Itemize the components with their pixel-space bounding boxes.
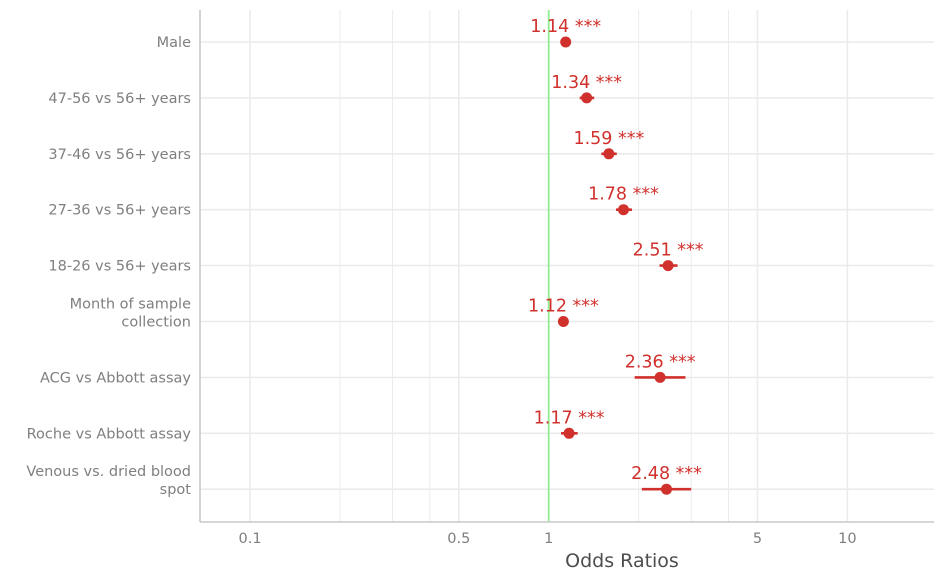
- estimate-label: 2.48 ***: [631, 464, 702, 484]
- x-tick-label: 0.5: [447, 531, 470, 547]
- estimate-point: [603, 148, 615, 160]
- estimate-row: 1.78 ***: [588, 185, 659, 216]
- estimate-point: [617, 204, 629, 216]
- estimate-row: 1.34 ***: [551, 73, 622, 104]
- estimate-label: 1.78 ***: [588, 185, 659, 205]
- row-label: spot: [160, 482, 192, 498]
- row-label: Venous vs. dried blood: [26, 464, 191, 480]
- estimate-point: [560, 36, 572, 48]
- estimate-label: 1.34 ***: [551, 73, 622, 93]
- estimate-label: 2.51 ***: [633, 241, 704, 261]
- estimate-row: 1.17 ***: [534, 408, 605, 439]
- estimate-row: 1.59 ***: [573, 129, 644, 160]
- estimate-row: 1.14 ***: [530, 17, 601, 48]
- estimate-row: 1.12 ***: [528, 297, 599, 327]
- row-label: Month of sample: [70, 297, 191, 313]
- estimate-row: 2.36 ***: [625, 352, 696, 383]
- row-label: 27-36 vs 56+ years: [48, 203, 191, 219]
- x-tick-label: 1: [544, 531, 553, 547]
- row-label: collection: [121, 315, 191, 331]
- x-tick-label: 0.1: [238, 531, 261, 547]
- estimate-point: [661, 483, 673, 495]
- row-label: 37-46 vs 56+ years: [48, 147, 191, 163]
- estimate-point: [557, 316, 569, 327]
- estimate-point: [662, 260, 674, 272]
- estimates-layer: 1.14 *** 1.34 *** 1.59 *** 1.78 *** 2.51 ***…: [528, 17, 704, 495]
- estimate-row: 2.48 ***: [631, 464, 702, 495]
- x-tick-label: 10: [838, 531, 856, 547]
- estimate-label: 1.12 ***: [528, 297, 599, 317]
- row-label: Roche vs Abbott assay: [27, 426, 192, 442]
- estimate-label: 2.36 ***: [625, 352, 696, 372]
- estimate-point: [563, 427, 575, 439]
- estimate-label: 1.59 ***: [573, 129, 644, 149]
- y-axis-labels: Male 47-56 vs 56+ years 37-46 vs 56+ years…: [26, 35, 191, 498]
- row-label: 18-26 vs 56+ years: [48, 259, 191, 275]
- estimate-point: [654, 371, 666, 383]
- x-tick-label: 5: [753, 531, 762, 547]
- estimate-row: 2.51 ***: [633, 241, 704, 272]
- row-label: 47-56 vs 56+ years: [48, 91, 191, 107]
- estimate-label: 1.17 ***: [534, 408, 605, 428]
- row-label: ACG vs Abbott assay: [40, 370, 191, 386]
- estimate-label: 1.14 ***: [530, 17, 601, 37]
- row-label: Male: [157, 35, 191, 51]
- estimate-point: [581, 92, 593, 104]
- x-axis-title: Odds Ratios: [565, 550, 679, 572]
- x-axis-tick-labels: 0.1 0.5 1 5 10: [238, 531, 856, 547]
